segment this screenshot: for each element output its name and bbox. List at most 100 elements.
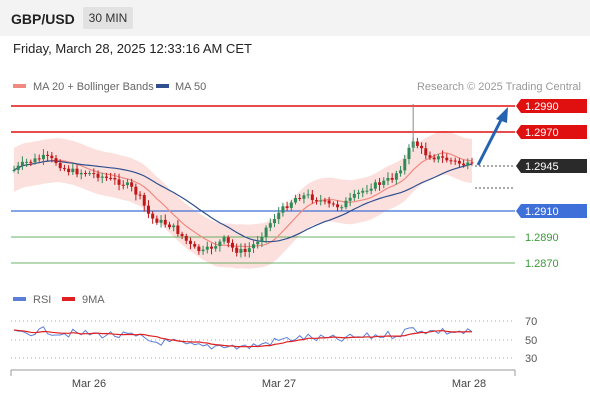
candle-body [243,248,247,252]
candle-body [336,204,340,208]
ma50-legend-label: MA 50 [175,81,206,93]
top-bar: GBP/USD 30 MIN [0,0,590,36]
candle-body [235,247,239,253]
candle-body [155,218,159,223]
ma20-legend-label: MA 20 + Bollinger Bands [33,81,154,93]
candle-body [466,162,470,166]
candle-body [445,157,449,161]
candle-body [462,163,466,166]
candle-body [323,200,327,202]
candle-body [302,195,306,199]
candle-body [294,197,298,203]
candle-body [167,224,171,228]
badge-1-2945: 1.2945 [516,159,587,173]
candle-body [193,243,197,247]
candle-body [382,180,386,185]
candle-body [252,244,256,249]
rsi-legend-swatch [13,297,26,301]
candle-body [247,248,251,252]
candle-body [201,249,205,252]
candle-body [239,248,243,253]
candle-body [146,205,150,214]
badge-1-2910: 1.2910 [516,204,587,218]
level-label-1-2945: 1.2945 [525,161,559,173]
candle-body [41,154,45,160]
rsi-tick-70: 70 [525,316,537,328]
ma50-line [13,160,473,243]
candle-body [184,235,188,241]
candle-body [209,246,213,249]
rsi-line [13,326,473,350]
candle-body [298,197,302,199]
candle-body [100,176,104,178]
candle-body [142,195,146,206]
timeframe-button[interactable]: 30 MIN [83,7,133,29]
candle-body [281,206,285,213]
candle-body [67,168,71,173]
candle-body [264,227,268,237]
rsi-tick-50: 50 [525,335,537,347]
candle-body [46,154,50,156]
candle-body [394,173,398,180]
candle-body [222,237,226,242]
candle-body [260,236,264,242]
bollinger-band [14,130,472,269]
candle-body [138,194,142,196]
candle-body [79,173,83,175]
candle-body [373,182,377,189]
candle-body [386,177,390,181]
candle-body [58,163,62,169]
candle-body [159,219,163,223]
candle-body [319,200,323,202]
candle-body [378,182,382,185]
candle-body [37,158,41,160]
candle-body [113,178,117,180]
level-label-1-2890: 1.2890 [525,232,559,244]
candle-body [125,182,129,186]
candle-body [289,202,293,208]
candle-body [273,219,277,224]
candle-body [12,169,16,171]
candle-body [348,197,352,201]
candle-body [172,225,176,228]
candle-body [96,173,100,178]
x-label-mar-27: Mar 27 [262,378,296,390]
candle-body [104,176,108,178]
ma9-legend-swatch [62,297,75,301]
level-label-1-2990: 1.2990 [525,101,559,113]
candle-body [163,219,167,225]
candle-body [441,156,445,158]
level-label-1-2970: 1.2970 [525,127,559,139]
candle-body [340,207,344,209]
rsi-tick-30: 30 [525,353,537,365]
candle-body [109,177,113,179]
candle-body [88,173,92,175]
candle-body [428,155,432,158]
candle-body [453,160,457,162]
candle-body [361,190,365,193]
ma50-legend-swatch [156,84,169,88]
candle-body [176,225,180,234]
candle-body [92,173,96,175]
candle-body [331,203,335,205]
candle-body [16,165,20,170]
candle-body [415,141,419,146]
candle-body [151,213,155,219]
candle-body [407,147,411,160]
timestamp: Friday, March 28, 2025 12:33:16 AM CET [13,41,252,56]
candle-body [134,186,138,195]
candle-body [344,200,348,208]
candle-body [197,246,201,252]
badge-1-2990: 1.2990 [516,99,587,113]
candle-body [424,148,428,156]
candle-body [432,157,436,160]
ma20-line [13,152,473,248]
level-label-1-2870: 1.2870 [525,258,559,270]
candle-body [352,193,356,198]
candle-body [277,212,281,220]
candle-body [20,161,24,166]
candle-body [130,182,134,187]
candle-body [306,194,310,196]
candle-body [449,160,453,162]
